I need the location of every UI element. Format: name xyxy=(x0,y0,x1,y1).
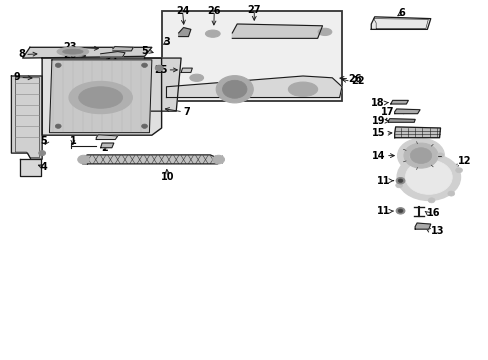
Polygon shape xyxy=(390,100,407,104)
Polygon shape xyxy=(370,17,430,30)
Circle shape xyxy=(142,63,147,67)
Circle shape xyxy=(55,124,61,129)
Polygon shape xyxy=(101,143,114,148)
Circle shape xyxy=(409,148,431,163)
Bar xyxy=(161,12,341,101)
Text: 21: 21 xyxy=(105,53,119,63)
Text: 15: 15 xyxy=(372,129,385,138)
Text: 5: 5 xyxy=(40,136,47,146)
Circle shape xyxy=(405,160,451,194)
Circle shape xyxy=(39,150,45,156)
Polygon shape xyxy=(96,135,118,139)
Polygon shape xyxy=(166,76,341,98)
Text: 27: 27 xyxy=(247,5,261,15)
Circle shape xyxy=(396,154,460,201)
Circle shape xyxy=(447,191,454,196)
Text: 8: 8 xyxy=(18,49,25,59)
Text: 6: 6 xyxy=(397,8,404,18)
Ellipse shape xyxy=(57,47,88,56)
Ellipse shape xyxy=(205,30,220,37)
Polygon shape xyxy=(101,51,125,57)
Polygon shape xyxy=(414,223,430,229)
Text: 1: 1 xyxy=(69,136,76,146)
Ellipse shape xyxy=(69,81,132,114)
Circle shape xyxy=(78,155,89,164)
Text: 7: 7 xyxy=(183,107,189,117)
Text: 23: 23 xyxy=(62,42,76,52)
Text: 5: 5 xyxy=(141,46,148,56)
Circle shape xyxy=(222,80,246,98)
Text: 22: 22 xyxy=(350,76,364,86)
Polygon shape xyxy=(49,60,152,133)
Circle shape xyxy=(427,198,434,203)
Text: 4: 4 xyxy=(40,162,47,172)
Circle shape xyxy=(212,155,224,164)
Text: 3: 3 xyxy=(163,37,169,47)
Ellipse shape xyxy=(189,74,203,81)
Polygon shape xyxy=(181,68,192,72)
Circle shape xyxy=(155,65,163,71)
Polygon shape xyxy=(80,155,222,164)
Text: 16: 16 xyxy=(427,208,440,218)
Ellipse shape xyxy=(79,87,122,108)
Circle shape xyxy=(142,124,147,129)
Text: 19: 19 xyxy=(372,116,385,126)
Text: 14: 14 xyxy=(372,150,385,161)
Text: 17: 17 xyxy=(381,107,394,117)
Text: 10: 10 xyxy=(161,172,174,182)
Circle shape xyxy=(408,154,415,159)
Text: 13: 13 xyxy=(430,226,444,236)
Polygon shape xyxy=(20,159,41,176)
Circle shape xyxy=(395,183,402,188)
Text: 20: 20 xyxy=(62,50,76,60)
Polygon shape xyxy=(11,76,42,159)
Circle shape xyxy=(397,179,402,183)
Circle shape xyxy=(397,209,402,213)
Text: 11: 11 xyxy=(377,206,390,216)
Text: 9: 9 xyxy=(14,72,20,82)
Polygon shape xyxy=(387,119,414,122)
Polygon shape xyxy=(394,127,440,138)
Circle shape xyxy=(397,138,444,173)
Circle shape xyxy=(216,76,253,103)
Text: 26: 26 xyxy=(207,6,221,16)
Text: 12: 12 xyxy=(457,156,470,166)
Circle shape xyxy=(395,177,404,184)
Polygon shape xyxy=(42,58,161,135)
Text: 24: 24 xyxy=(176,6,189,16)
Polygon shape xyxy=(178,28,190,37)
Ellipse shape xyxy=(318,28,331,36)
Ellipse shape xyxy=(62,49,83,54)
Text: 18: 18 xyxy=(370,98,384,108)
Text: 2: 2 xyxy=(101,143,108,153)
Polygon shape xyxy=(22,47,152,58)
Circle shape xyxy=(436,153,443,158)
Circle shape xyxy=(455,168,462,173)
Ellipse shape xyxy=(288,82,317,96)
Text: 11: 11 xyxy=(377,176,390,186)
Polygon shape xyxy=(140,58,181,111)
Circle shape xyxy=(395,208,404,214)
Text: 26: 26 xyxy=(347,74,361,84)
Text: 25: 25 xyxy=(154,65,167,75)
Circle shape xyxy=(403,143,437,168)
Polygon shape xyxy=(113,46,133,51)
Polygon shape xyxy=(394,109,419,114)
Circle shape xyxy=(55,63,61,67)
Polygon shape xyxy=(232,24,322,39)
